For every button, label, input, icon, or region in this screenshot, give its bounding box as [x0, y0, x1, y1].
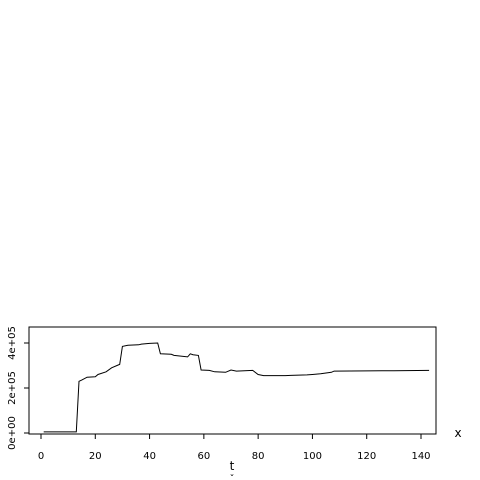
x-axis-title: t	[230, 459, 235, 473]
plot-box	[28, 326, 437, 435]
side-label-x: x	[454, 426, 461, 440]
x-tick-label: 120	[357, 451, 376, 462]
x-tick-label: 140	[411, 451, 430, 462]
x-tick-label: 80	[252, 451, 265, 462]
x-tick-label: 20	[89, 451, 102, 462]
x-axis: 0 20 40 60 80 100 120 140	[38, 433, 431, 462]
y-tick-label: 4e+05	[7, 326, 18, 360]
x-tick-label: 40	[143, 451, 156, 462]
x-axis-subtitle: ˇ	[230, 473, 235, 480]
x-tick-label: 60	[197, 451, 210, 462]
x-tick-label: 0	[38, 451, 44, 462]
y-tick-label: 2e+05	[7, 371, 18, 405]
y-tick-label: 0e+00	[7, 416, 18, 450]
y-axis: 0e+00 2e+05 4e+05	[7, 326, 30, 450]
x-tick-label: 100	[303, 451, 322, 462]
series-line	[43, 342, 430, 433]
